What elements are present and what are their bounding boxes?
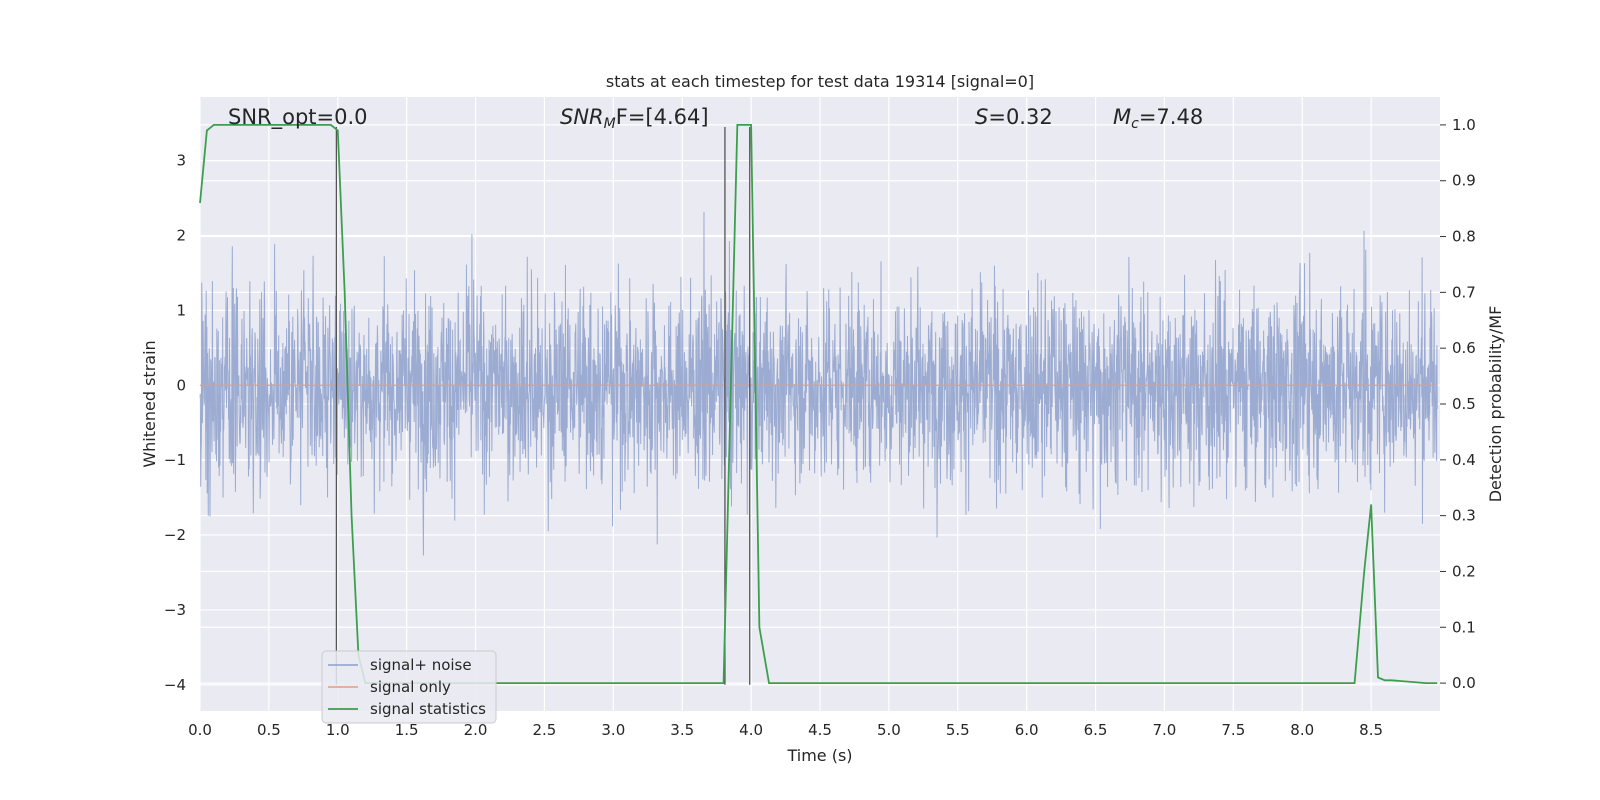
y-left-axis-ticks: −4 −3 −2 −1 0 1 2 3 [164,152,186,694]
y-left-tick-label: 3 [176,152,186,170]
s-value: =0.32 [988,105,1052,129]
x-tick-label: 8.0 [1290,721,1314,739]
x-axis-ticks: 0.0 0.5 1.0 1.5 2.0 2.5 3.0 3.5 4.0 4.5 5.0 5.5 6.0 6… [188,721,1383,739]
mc-subscript: c [1131,116,1139,132]
signal-statistics-series [199,124,1438,684]
x-tick-label: 4.5 [808,721,832,739]
y-right-tick-label: 0.1 [1452,618,1476,636]
x-tick-label: 5.5 [946,721,970,739]
x-tick-label: 6.0 [1015,721,1039,739]
y-left-axis-label: Whitened strain [140,340,159,467]
y-left-tick-label: 0 [176,376,186,394]
annotation-snr-mf: SNRMF=[4.64] [560,105,709,132]
x-tick-label: 6.5 [1084,721,1108,739]
signal-noise-series [199,211,1438,556]
y-right-tick-label: 0.5 [1452,395,1476,413]
x-tick-label: 1.5 [395,721,419,739]
y-left-tick-label: −4 [164,676,186,694]
x-tick-label: 7.5 [1221,721,1245,739]
x-tick-label: 5.0 [877,721,901,739]
x-tick-label: 0.0 [188,721,212,739]
x-tick-label: 3.5 [670,721,694,739]
y-left-tick-label: −2 [164,526,186,544]
x-tick-label: 0.5 [257,721,281,739]
y-left-tick-label: −1 [164,451,186,469]
x-tick-label: 4.0 [739,721,763,739]
mc-label: M [1113,105,1131,129]
y-right-tick-label: 0.9 [1452,172,1476,190]
snr-mf-subscript: M [604,116,616,132]
signal-noise-line [199,211,1438,556]
x-tick-label: 2.5 [533,721,557,739]
s-label: S [975,105,988,129]
legend-box [321,650,497,724]
signal-statistics-line [199,124,1438,684]
annotation-mc: Mc=7.48 [1113,105,1203,132]
annotation-s: S=0.32 [975,105,1053,129]
y-right-tick-label: 0.2 [1452,562,1476,580]
mc-value: =7.48 [1139,105,1203,129]
legend-label: signal only [370,678,451,696]
annotation-snr-opt: SNR_opt=0.0 [228,105,368,130]
y-right-axis-label: Detection probability/MF [1486,306,1505,503]
x-tick-label: 7.0 [1153,721,1177,739]
x-tick-label: 3.0 [601,721,625,739]
y-right-tick-label: 0.4 [1452,451,1476,469]
y-left-tick-label: −3 [164,601,186,619]
legend: signal+ noise signal only signal statistic… [321,650,497,724]
legend-label: signal+ noise [370,656,472,674]
x-tick-label: 1.0 [326,721,350,739]
y-left-tick-label: 2 [176,227,186,245]
y-right-axis-ticks: 0.0 0.1 0.2 0.3 0.4 0.5 0.6 0.7 0.8 0.9 1.0 [1440,116,1476,692]
y-right-tick-label: 0.0 [1452,674,1476,692]
y-right-tick-label: 0.7 [1452,283,1476,301]
y-right-tick-label: 0.3 [1452,507,1476,525]
snr-mf-label: SNR [560,105,604,129]
y-left-tick-label: 1 [176,301,186,319]
x-axis-label: Time (s) [786,746,852,765]
y-right-tick-label: 0.8 [1452,228,1476,246]
legend-label: signal statistics [370,700,486,718]
y-right-tick-label: 1.0 [1452,116,1476,134]
snr-mf-tail: F=[4.64] [616,105,709,129]
x-tick-label: 8.5 [1359,721,1383,739]
chart-title: stats at each timestep for test data 193… [606,72,1034,91]
y-right-tick-label: 0.6 [1452,339,1476,357]
x-tick-label: 2.0 [464,721,488,739]
